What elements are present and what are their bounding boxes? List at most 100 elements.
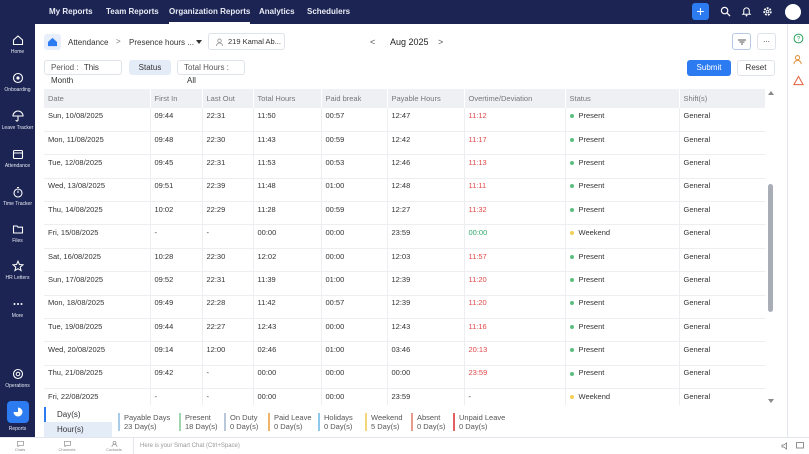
chat-bubble-icon bbox=[16, 441, 24, 447]
nav-organization-reports[interactable]: Organization Reports bbox=[169, 0, 251, 24]
chat-popout-icon[interactable] bbox=[796, 442, 804, 450]
status-dot-icon bbox=[569, 160, 574, 165]
days-toggle[interactable]: Day(s) bbox=[44, 407, 112, 422]
help-icon[interactable]: ? bbox=[793, 33, 804, 44]
gear-icon[interactable] bbox=[762, 6, 773, 17]
sidebar-item-label: Operations bbox=[5, 383, 30, 389]
column-header-status[interactable]: Status bbox=[565, 89, 680, 108]
hours-toggle[interactable]: Hour(s) bbox=[44, 422, 112, 437]
column-header-overtime[interactable]: Overtime/Deviation bbox=[464, 89, 566, 108]
scrollbar-thumb[interactable] bbox=[768, 184, 773, 312]
status-filter[interactable]: Status bbox=[129, 60, 171, 75]
sidebar-item-more[interactable]: More bbox=[0, 298, 35, 319]
status-text: Weekend bbox=[578, 391, 611, 401]
add-button[interactable]: + bbox=[692, 3, 709, 20]
sidebar-item-time-tracker[interactable]: Time Tracker bbox=[0, 186, 35, 207]
status-text: Present bbox=[578, 181, 605, 191]
table-row[interactable]: Tue, 12/08/2025 09:45 22:31 11:53 00:53 12:46… bbox=[44, 154, 765, 179]
status-text: Present bbox=[578, 321, 605, 331]
last-out-cell: 22:30 bbox=[202, 131, 254, 156]
first-in-cell: 09:44 bbox=[150, 108, 203, 132]
scroll-up-icon[interactable] bbox=[768, 91, 774, 95]
prev-month-button[interactable]: < bbox=[370, 37, 376, 47]
sidebar-item-operations[interactable]: Operations bbox=[0, 368, 35, 389]
sidebar-item-onboarding[interactable]: Onboarding bbox=[0, 72, 35, 93]
status-dot-icon bbox=[569, 113, 574, 118]
report-selector[interactable]: Presence hours ... bbox=[129, 38, 194, 47]
status-cell: Present bbox=[565, 365, 680, 390]
table-row[interactable]: Sun, 10/08/2025 09:44 22:31 11:50 00:57 12:47… bbox=[44, 108, 765, 132]
employee-selector[interactable]: 219 Kamal Ab... bbox=[208, 33, 285, 50]
onboarding-icon bbox=[12, 72, 23, 84]
contacts-item[interactable]: Contacts bbox=[104, 441, 124, 452]
more-dots-icon bbox=[13, 303, 22, 305]
column-header-date[interactable]: Date bbox=[44, 89, 151, 108]
table-row[interactable]: Thu, 21/08/2025 09:42-00:00 00:00 00:00 23:5… bbox=[44, 365, 765, 390]
filter-button[interactable] bbox=[732, 33, 751, 50]
total-hours-label: Total Hours : bbox=[184, 63, 229, 72]
column-header-shift[interactable]: Shift(s) bbox=[679, 89, 765, 108]
column-header-paid-break[interactable]: Paid break bbox=[321, 89, 388, 108]
nav-team-reports[interactable]: Team Reports bbox=[106, 7, 159, 16]
status-text: Present bbox=[578, 368, 605, 378]
column-header-total-hours[interactable]: Total Hours bbox=[253, 89, 322, 108]
smart-chat-input[interactable]: Here is your Smart Chat (Ctrl+Space) bbox=[140, 443, 240, 449]
column-header-payable-hours[interactable]: Payable Hours bbox=[387, 89, 465, 108]
table-row[interactable]: Thu, 14/08/2025 10:02 22:29 11:28 00:59 12:27… bbox=[44, 201, 765, 226]
calendar-icon bbox=[12, 149, 23, 160]
search-icon[interactable] bbox=[720, 6, 731, 17]
more-options-button[interactable]: ... bbox=[757, 33, 776, 50]
status-cell: Weekend bbox=[565, 388, 680, 405]
date-cell: Mon, 18/08/2025 bbox=[44, 295, 151, 320]
payable-hours-cell: 12:48 bbox=[387, 178, 465, 203]
nav-schedulers[interactable]: Schedulers bbox=[307, 7, 351, 16]
submit-button[interactable]: Submit bbox=[687, 60, 731, 76]
sidebar-item-reports[interactable]: Reports bbox=[0, 401, 35, 432]
home-button[interactable] bbox=[44, 34, 61, 50]
status-text: Present bbox=[578, 110, 605, 120]
nav-my-reports[interactable]: My Reports bbox=[49, 7, 93, 16]
user-settings-icon[interactable] bbox=[793, 54, 804, 65]
reset-button[interactable]: Reset bbox=[737, 60, 775, 76]
nav-analytics[interactable]: Analytics bbox=[259, 7, 295, 16]
contacts-label: Contacts bbox=[106, 447, 122, 452]
summary-value: 0 Day(s) bbox=[459, 422, 488, 431]
table-row[interactable]: Sun, 17/08/2025 09:52 22:31 11:39 01:00 12:39… bbox=[44, 271, 765, 296]
last-out-cell: 22:29 bbox=[202, 201, 254, 226]
sidebar-item-files[interactable]: Files bbox=[0, 223, 35, 244]
status-cell: Present bbox=[565, 248, 680, 273]
column-header-last-out[interactable]: Last Out bbox=[202, 89, 254, 108]
svg-text:?: ? bbox=[797, 36, 801, 43]
next-month-button[interactable]: > bbox=[438, 37, 444, 47]
period-filter[interactable]: Period : This Month bbox=[44, 60, 122, 85]
total-hours-filter[interactable]: Total Hours : All bbox=[177, 60, 245, 85]
table-scrollbar[interactable] bbox=[767, 89, 775, 405]
chats-item[interactable]: Chats bbox=[10, 441, 30, 452]
table-row[interactable]: Wed, 13/08/2025 09:51 22:39 11:48 01:00 12:48… bbox=[44, 178, 765, 203]
speaker-icon[interactable] bbox=[781, 442, 789, 450]
sidebar-item-label: Onboarding bbox=[4, 87, 31, 93]
alert-icon[interactable] bbox=[793, 75, 804, 86]
table-row[interactable]: Tue, 19/08/2025 09:44 22:27 12:43 00:00 12:43… bbox=[44, 318, 765, 343]
sidebar-item-attendance[interactable]: Attendance bbox=[0, 148, 35, 169]
table-row[interactable]: Mon, 18/08/2025 09:49 22:28 11:42 00:57 12:39… bbox=[44, 295, 765, 320]
sidebar-item-home[interactable]: Home bbox=[0, 34, 35, 55]
summary-value: 0 Day(s) bbox=[324, 422, 353, 431]
breadcrumb-module[interactable]: Attendance bbox=[68, 38, 109, 47]
overtime-cell: 11:16 bbox=[464, 318, 566, 343]
table-row[interactable]: Wed, 20/08/2025 09:14 12:00 02:46 01:00 03:46… bbox=[44, 341, 765, 366]
table-row[interactable]: Mon, 11/08/2025 09:48 22:30 11:43 00:59 12:42… bbox=[44, 131, 765, 156]
column-header-first-in[interactable]: First In bbox=[150, 89, 203, 108]
avatar[interactable] bbox=[785, 4, 801, 20]
table-row[interactable]: Sat, 16/08/2025 10:28 22:30 12:02 00:00 12:03… bbox=[44, 248, 765, 273]
table-row[interactable]: Fri, 22/08/2025- -00:00 00:00 23:59- Weekend… bbox=[44, 388, 765, 405]
bell-icon[interactable] bbox=[741, 6, 752, 17]
status-dot-icon bbox=[569, 207, 574, 212]
chevron-down-icon[interactable] bbox=[196, 40, 202, 44]
scroll-down-icon[interactable] bbox=[768, 399, 774, 403]
date-cell: Sun, 17/08/2025 bbox=[44, 271, 151, 296]
sidebar-item-leave-tracker[interactable]: Leave Tracker bbox=[0, 110, 35, 131]
table-row[interactable]: Fri, 15/08/2025- -00:00 00:00 23:59 00:00 Wee… bbox=[44, 224, 765, 249]
sidebar-item-hr-letters[interactable]: HR Letters bbox=[0, 260, 35, 281]
channels-item[interactable]: Channels bbox=[57, 441, 77, 452]
